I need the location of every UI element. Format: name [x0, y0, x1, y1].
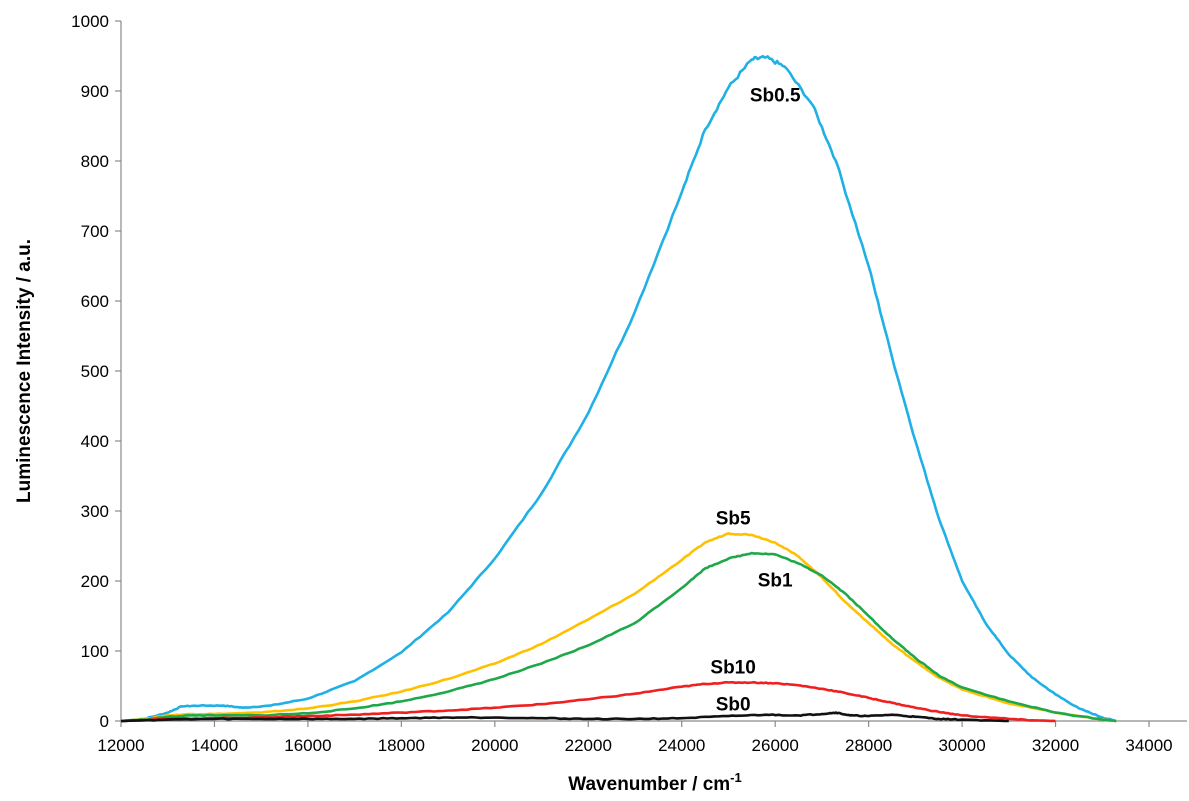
x-axis-title-text: Wavenumber / cm: [568, 774, 730, 795]
y-tick-label: 200: [81, 572, 109, 591]
x-tick-label: 14000: [191, 736, 238, 755]
y-tick-label: 600: [81, 292, 109, 311]
series-group: [120, 54, 1117, 723]
x-tick-label: 30000: [938, 736, 985, 755]
series-line-sb0: [120, 711, 1009, 723]
y-tick-label: 400: [81, 432, 109, 451]
x-axis-title-superscript: -1: [730, 770, 742, 785]
y-ticks: 0 100 200 300 400 500 600 700 800 900 1000: [71, 12, 121, 731]
y-tick-label: 700: [81, 222, 109, 241]
series-label-sb0-5: Sb0.5: [750, 86, 801, 107]
y-tick-label: 800: [81, 152, 109, 171]
y-axis-title: Luminescence Intensity / a.u.: [14, 239, 35, 503]
series-line-sb0-5: [120, 54, 1117, 723]
series-labels: Sb0.5 Sb5 Sb1 Sb10 Sb0: [710, 86, 801, 716]
y-tick-label: 0: [100, 712, 109, 731]
x-tick-label: 22000: [565, 736, 612, 755]
x-tick-label: 12000: [97, 736, 144, 755]
y-tick-label: 100: [81, 642, 109, 661]
x-ticks: 12000 14000 16000 18000 20000 22000 24000 26000…: [97, 721, 1173, 755]
series-line-sb5: [120, 532, 1117, 723]
x-tick-label: 16000: [284, 736, 331, 755]
y-tick-label: 1000: [71, 12, 109, 31]
x-tick-label: 24000: [658, 736, 705, 755]
axes: [120, 21, 1187, 722]
series-label-sb1: Sb1: [758, 571, 793, 592]
y-tick-label: 500: [81, 362, 109, 381]
series-label-sb10: Sb10: [710, 657, 755, 678]
x-tick-label: 34000: [1125, 736, 1172, 755]
series-line-sb1: [120, 551, 1117, 723]
series-line-sb10: [120, 680, 1056, 723]
x-tick-label: 28000: [845, 736, 892, 755]
x-tick-label: 32000: [1032, 736, 1079, 755]
x-tick-label: 26000: [752, 736, 799, 755]
series-label-sb5: Sb5: [716, 508, 751, 529]
y-tick-label: 300: [81, 502, 109, 521]
x-tick-label: 18000: [378, 736, 425, 755]
x-axis-title: Wavenumber / cm-1: [568, 770, 741, 795]
y-tick-label: 900: [81, 82, 109, 101]
x-tick-label: 20000: [471, 736, 518, 755]
series-label-sb0: Sb0: [716, 695, 751, 716]
